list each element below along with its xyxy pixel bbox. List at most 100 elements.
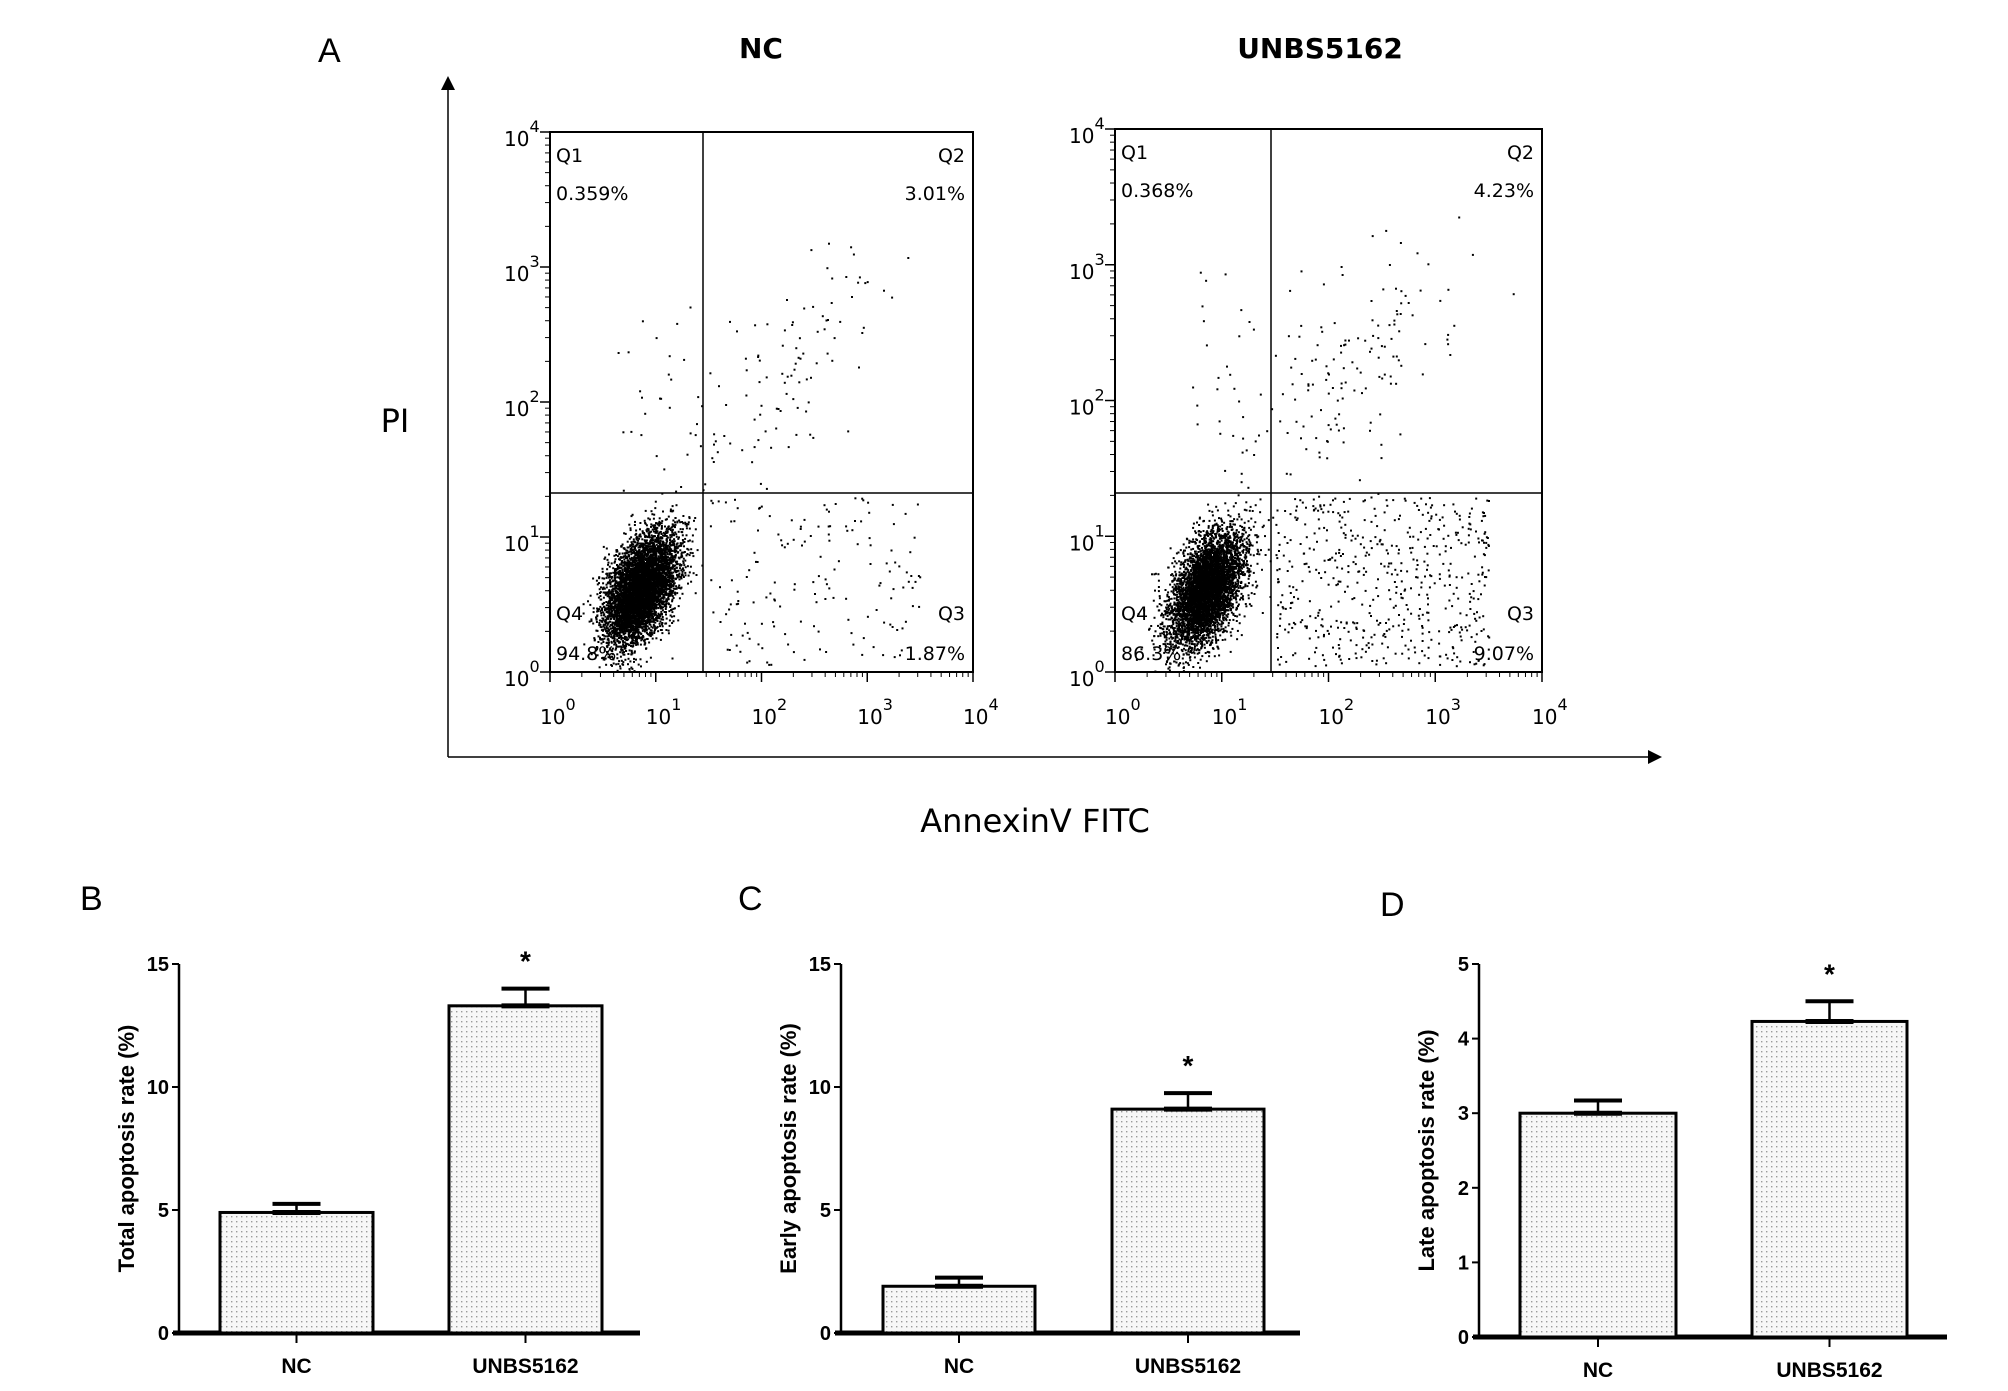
point-q4 — [630, 541, 633, 544]
point-q4 — [658, 591, 660, 594]
point-q4 — [660, 623, 663, 626]
point-q4 — [619, 601, 622, 604]
point-q4 — [663, 580, 665, 583]
point-q4 — [611, 597, 614, 600]
point-q4 — [655, 558, 658, 560]
point-q4 — [657, 538, 660, 541]
point-q4 — [693, 519, 695, 522]
point-q4 — [633, 634, 635, 637]
point-q4 — [665, 574, 668, 576]
point-q4 — [645, 539, 648, 542]
point-q4 — [682, 522, 685, 525]
point-q4 — [633, 550, 635, 553]
point-q4 — [657, 607, 660, 610]
point-q4 — [687, 540, 690, 543]
point-q4 — [606, 595, 609, 598]
point-q4 — [667, 515, 670, 518]
point-q4 — [628, 644, 631, 647]
point-q4 — [607, 643, 610, 646]
point-q4 — [634, 520, 636, 523]
point-q4 — [667, 575, 670, 578]
point-q4 — [667, 598, 670, 601]
point-q4 — [671, 567, 674, 570]
point-q4 — [621, 569, 624, 572]
point-q4 — [617, 614, 620, 617]
point-q4 — [633, 660, 635, 663]
point-q4 — [641, 600, 643, 603]
point-q4 — [604, 623, 607, 626]
point-q4 — [641, 538, 644, 541]
point-q4 — [598, 608, 600, 611]
point-q4 — [651, 564, 654, 567]
point-q4 — [608, 614, 611, 617]
point-q4 — [634, 561, 637, 564]
point-q4 — [644, 534, 647, 537]
point-q4 — [670, 535, 673, 538]
point-q4 — [601, 603, 604, 606]
point-q4 — [668, 557, 671, 560]
plot-title-unbs5162: UNBS5162 — [1237, 32, 1403, 65]
point-q4 — [664, 547, 667, 550]
point-q4 — [641, 613, 644, 616]
point-q4 — [598, 666, 601, 669]
point-q4 — [653, 630, 656, 633]
x-arrowhead-icon — [1648, 750, 1662, 764]
point-q4 — [667, 559, 670, 562]
point-q4 — [677, 569, 680, 572]
point-q4 — [624, 532, 627, 535]
point-q4 — [621, 621, 624, 624]
point-q4 — [645, 524, 648, 527]
point-q4 — [677, 556, 680, 559]
point-q4 — [626, 540, 629, 543]
point-q4 — [625, 588, 628, 591]
point-q4 — [595, 621, 598, 623]
point-q4 — [652, 608, 655, 610]
point-q4 — [656, 615, 659, 617]
point-q4 — [627, 622, 630, 625]
point-q4 — [627, 596, 630, 599]
point-q4 — [650, 541, 653, 544]
point-q4 — [646, 585, 649, 588]
point-q4 — [659, 530, 662, 533]
point-q4 — [672, 571, 675, 574]
point-q4 — [631, 552, 634, 555]
point-q4 — [597, 635, 600, 638]
point-q4 — [625, 580, 628, 583]
point-q4 — [592, 607, 595, 610]
point-q4 — [600, 586, 602, 589]
point-q4 — [675, 533, 678, 536]
point-q4 — [654, 621, 657, 624]
point-q4 — [674, 591, 677, 594]
point-q4 — [646, 575, 649, 578]
point-q4 — [589, 603, 592, 606]
point-q4 — [617, 662, 620, 665]
point-q4 — [661, 581, 664, 584]
point-q4 — [606, 632, 609, 635]
point-q4 — [674, 517, 677, 519]
point-q4 — [623, 651, 625, 654]
point-q4 — [665, 558, 668, 561]
point-q4 — [660, 586, 663, 589]
point-q4 — [666, 581, 669, 584]
point-q4 — [607, 637, 610, 640]
point-q4 — [605, 625, 608, 628]
point-q4 — [632, 636, 635, 639]
point-q4 — [631, 513, 634, 516]
point-q4 — [625, 645, 628, 648]
point-q4 — [655, 576, 658, 579]
point-q4 — [582, 612, 585, 615]
point-q4 — [674, 593, 677, 596]
point-q4 — [651, 637, 654, 640]
point-q4 — [615, 590, 617, 593]
point-q4 — [675, 504, 678, 507]
point-q4 — [605, 547, 608, 550]
point-q4 — [687, 574, 690, 577]
point-q4 — [618, 645, 621, 648]
point-q4 — [634, 598, 637, 601]
point-q4 — [625, 608, 628, 610]
point-q4 — [630, 601, 633, 604]
point-q4 — [614, 577, 617, 580]
point-q4 — [669, 614, 672, 617]
point-q4 — [665, 538, 668, 541]
point-q4 — [625, 619, 628, 621]
